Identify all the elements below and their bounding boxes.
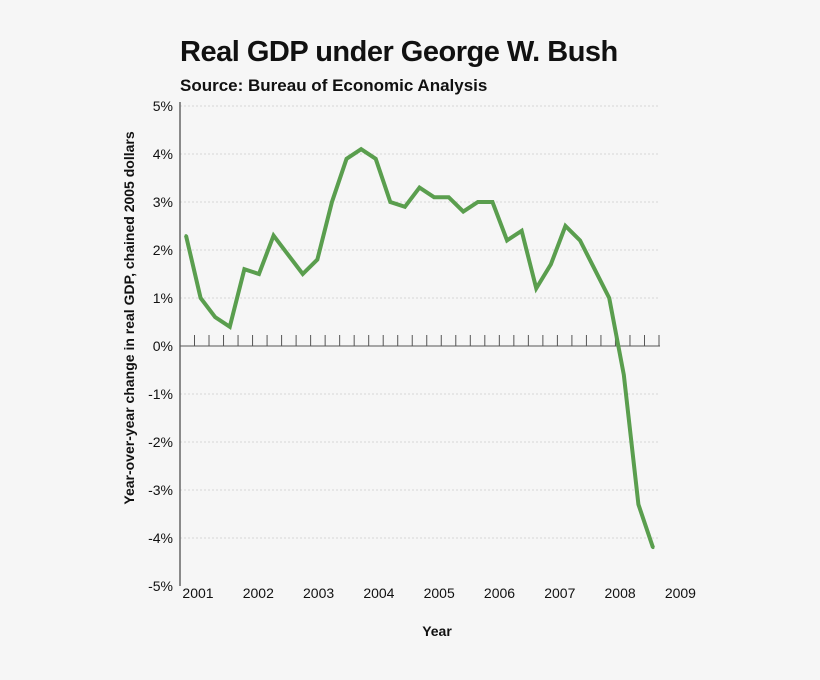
data-point bbox=[505, 238, 509, 242]
x-tick-label: 2001 bbox=[182, 585, 213, 601]
x-tick-label: 2007 bbox=[544, 585, 575, 601]
data-point bbox=[330, 200, 334, 204]
data-point bbox=[374, 157, 378, 161]
data-point bbox=[242, 267, 246, 271]
data-point bbox=[461, 210, 465, 214]
y-tick-label: -2% bbox=[148, 434, 173, 450]
y-tick-label: 3% bbox=[153, 194, 173, 210]
chart-subtitle: Source: Bureau of Economic Analysis bbox=[180, 76, 488, 95]
data-point bbox=[199, 296, 203, 300]
data-point bbox=[272, 234, 276, 238]
x-tick-label: 2002 bbox=[243, 585, 274, 601]
y-tick-label: -1% bbox=[148, 386, 173, 402]
y-tick-label: 4% bbox=[153, 146, 173, 162]
x-tick-label: 2006 bbox=[484, 585, 515, 601]
data-point bbox=[578, 238, 582, 242]
data-point bbox=[520, 229, 524, 233]
gdp-series-line bbox=[184, 146, 655, 549]
data-point bbox=[403, 205, 407, 209]
y-tick-label: 2% bbox=[153, 242, 173, 258]
y-tick-label: -3% bbox=[148, 482, 173, 498]
x-tick-label: 2009 bbox=[665, 585, 696, 601]
data-point bbox=[286, 253, 290, 257]
y-tick-label: -5% bbox=[148, 578, 173, 594]
x-tick-label: 2008 bbox=[605, 585, 636, 601]
data-point bbox=[359, 147, 363, 151]
data-point bbox=[607, 296, 611, 300]
data-point bbox=[301, 272, 305, 276]
data-point bbox=[184, 234, 188, 238]
data-point bbox=[636, 502, 640, 506]
y-tick-label: 5% bbox=[153, 98, 173, 114]
x-tick-label: 2003 bbox=[303, 585, 334, 601]
data-point bbox=[622, 373, 626, 377]
data-point bbox=[388, 200, 392, 204]
data-point bbox=[593, 267, 597, 271]
data-point bbox=[345, 157, 349, 161]
data-point bbox=[476, 200, 480, 204]
y-axis-label: Year-over-year change in real GDP, chain… bbox=[121, 131, 137, 504]
data-point bbox=[534, 286, 538, 290]
x-tick-label: 2005 bbox=[424, 585, 455, 601]
data-point bbox=[432, 195, 436, 199]
data-point bbox=[563, 224, 567, 228]
y-tick-label: -4% bbox=[148, 530, 173, 546]
data-point bbox=[315, 258, 319, 262]
data-point bbox=[213, 315, 217, 319]
y-tick-label: 1% bbox=[153, 290, 173, 306]
y-tick-label: 0% bbox=[153, 338, 173, 354]
data-point bbox=[490, 200, 494, 204]
data-point bbox=[418, 186, 421, 190]
x-tick-label: 2004 bbox=[363, 585, 394, 601]
chart-title: Real GDP under George W. Bush bbox=[180, 36, 618, 68]
data-point bbox=[257, 272, 261, 276]
data-point bbox=[651, 546, 655, 550]
data-point bbox=[549, 262, 553, 266]
data-point bbox=[228, 325, 232, 329]
data-point bbox=[447, 195, 451, 199]
x-axis-label: Year bbox=[422, 623, 452, 639]
